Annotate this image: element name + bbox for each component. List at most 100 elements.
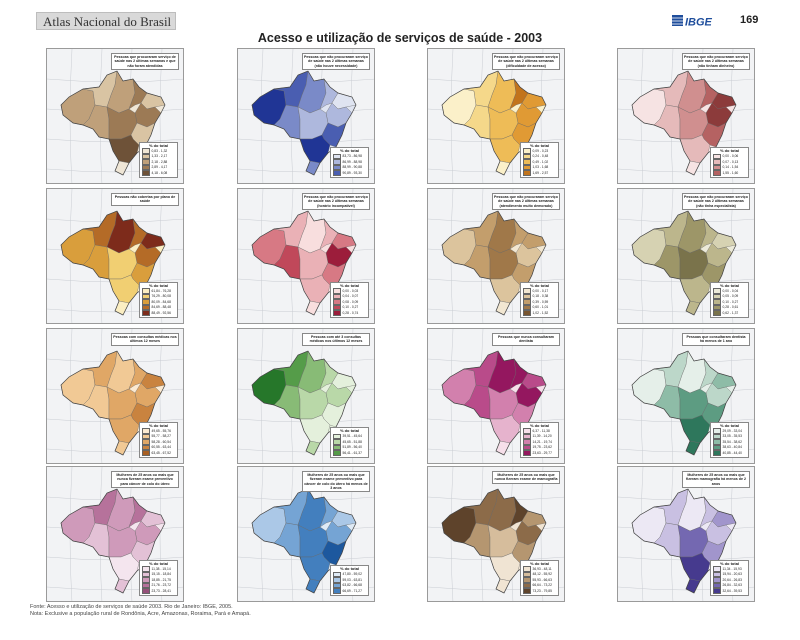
legend-item: 0,08 - 0,09 [332,299,367,305]
choropleth-map [47,189,183,323]
legend-swatch [522,299,531,305]
legend-item: 88,49 - 92,56 [141,310,176,316]
legend-item: 14,21 - 19,74 [522,439,557,445]
legend-label: 11,39 - 14,20 [532,434,552,439]
legend-swatch [141,164,150,171]
legend-item: 0,62 - 1,37 [712,310,747,316]
map-region [114,440,130,456]
legend-item: 55,77 - 58,27 [141,433,176,440]
legend-swatch [141,571,150,578]
legend-item: 21,76 - 23,72 [141,582,176,589]
legend-label: 80,09 - 84,68 [151,299,171,304]
legend-swatch [141,159,150,165]
legend-item: 63,45 - 67,52 [141,450,176,456]
map-title: Pessoas com até 3 consultas médicas nos … [302,333,370,346]
legend-item: 40,85 - 44,40 [712,450,747,456]
legend-label: 18,85 - 21,75 [151,577,171,582]
legend-label: 66,64 - 73,22 [532,583,552,588]
legend-label: 47,80 - 59,02 [342,572,362,577]
map-region [305,300,321,316]
legend-swatch [332,310,341,316]
legend-item: 0,18 - 0,38 [522,293,557,300]
map-panel-3: Pessoas que não procuraram serviço de sa… [427,48,565,184]
legend-item: 11,34 - 15,93 [712,566,747,572]
legend-label: 73,23 - 79,85 [532,589,552,593]
legend-swatch [522,433,531,440]
legend-item: 23,73 - 28,41 [141,588,176,594]
legend-title: % do total [148,560,169,566]
legend-title: % do total [339,428,360,434]
legend-item: 0,60 - 1,01 [522,304,557,311]
map-panel-2: Pessoas que não procuraram serviço de sa… [237,48,375,184]
legend-item: 0,10 - 0,27 [332,304,367,311]
legend-item: 1,55 - 1,60 [712,170,747,176]
legend-title: % do total [148,282,169,288]
legend-label: 0,62 - 1,37 [722,311,739,315]
map-panel-1: Pessoas que procuraram serviço de saúde … [46,48,184,184]
legend-item: 4,18 - 6,08 [141,170,176,176]
map-legend: % do total 0,00 - 0,04 0,05 - 0,09 0,10 - 0… [710,281,749,318]
legend-swatch [332,304,341,311]
map-region [495,160,511,176]
legend-label: 61,84 - 76,28 [151,288,171,293]
legend-item: 66,69 - 71,27 [332,588,367,594]
legend-swatch [712,439,721,445]
ibge-logo-text: IBGE [685,17,713,29]
legend-label: 19,75 - 23,62 [532,445,552,450]
map-panel-6: Pessoas que não procuraram serviço de sa… [237,188,375,324]
map-title: Mulheres de 25 anos ou mais que nunca fi… [492,471,560,484]
legend-label: 20,64 - 26,83 [722,577,742,582]
legend-label: 51,89 - 56,40 [342,445,362,450]
legend-label: 0,00 - 0,04 [722,288,739,293]
legend-label: 33,05 - 35,53 [722,434,742,439]
legend-item: 0,07 - 0,13 [712,159,747,165]
legend-item: 23,63 - 29,77 [522,450,557,456]
legend-label: 0,14 - 1,54 [722,165,739,170]
choropleth-map [618,49,754,183]
map-legend: % do total 36,93 - 48,11 48,12 - 55,92 55,9… [520,559,559,596]
legend-item: 0,00 - 0,04 [712,288,747,294]
legend-title: % do total [719,148,740,154]
legend-label: 23,73 - 28,41 [151,589,171,593]
legend-label: 0,00 - 0,17 [532,288,549,293]
legend-item: 2,18 - 2,88 [141,159,176,165]
legend-label: 1,02 - 1,52 [532,311,549,315]
footnote-source: Fonte: Acesso e utilização de serviços d… [30,604,233,610]
legend-item: 38,63 - 40,84 [712,444,747,451]
legend-label: 60,55 - 63,44 [151,445,171,450]
map-title: Pessoas que não procuraram serviço de sa… [492,193,560,210]
legend-item: 33,05 - 35,53 [712,433,747,440]
legend-swatch [712,444,721,451]
legend-item: 63,82 - 66,68 [332,582,367,589]
country-border [251,488,357,594]
legend-item: 47,80 - 59,02 [332,571,367,578]
legend-title: % do total [719,560,740,566]
legend-item: 58,28 - 60,54 [141,439,176,445]
map-region [495,300,511,316]
legend-item: 0,49 - 1,02 [522,159,557,165]
map-panel-13: Mulheres de 25 anos ou mais que nunca fi… [46,466,184,602]
map-legend: % do total 0,00 - 0,03 0,04 - 0,07 0,08 - 0… [330,281,369,318]
legend-item: 84,69 - 88,48 [141,304,176,311]
legend-item: 0,00 - 0,06 [712,153,747,160]
map-legend: % do total 39,51 - 45,64 45,65 - 51,88 51,8… [330,427,369,458]
map-region [114,300,130,316]
map-panel-4: Pessoas que não procuraram serviço de sa… [617,48,755,184]
legend-label: 0,18 - 0,38 [532,294,549,299]
legend-swatch [332,170,341,176]
legend-item: 1,03 - 1,68 [522,164,557,171]
footnote: Fonte: Acesso e utilização de serviços d… [30,604,251,618]
legend-swatch [712,428,721,434]
legend-item: 26,84 - 32,63 [712,582,747,589]
legend-swatch [712,571,721,578]
legend-swatch [522,577,531,583]
legend-item: 0,28 - 0,74 [332,310,367,316]
legend-swatch [332,288,341,294]
legend-item: 0,83 - 1,32 [141,148,176,154]
footnote-note: Nota: Exclusive a população rural de Ron… [30,611,251,617]
legend-label: 0,10 - 0,27 [722,299,739,304]
legend-swatch [712,566,721,572]
legend-item: 0,09 - 0,23 [522,148,557,154]
legend-swatch [522,582,531,589]
legend-swatch [332,293,341,300]
